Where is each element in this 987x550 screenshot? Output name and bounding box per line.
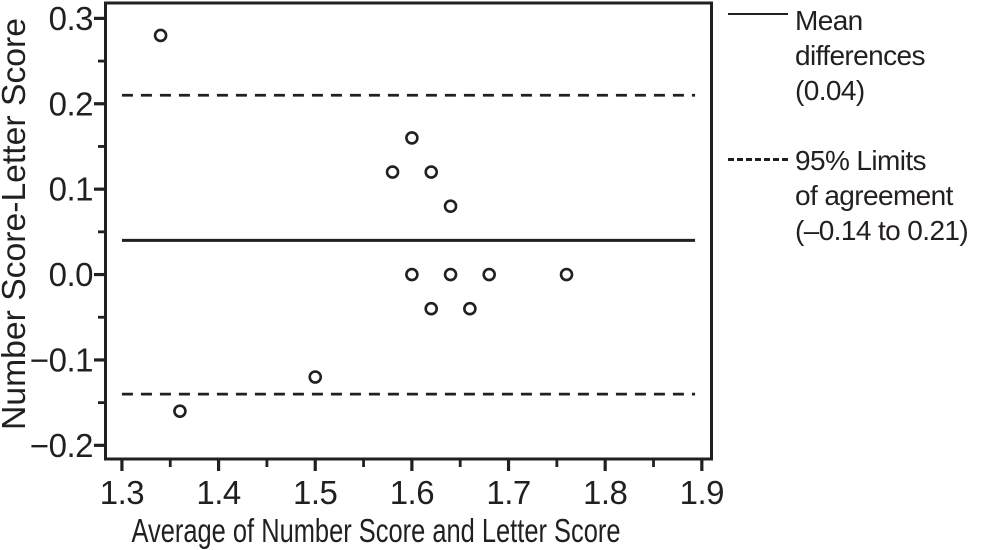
dashed-line-swatch	[728, 158, 788, 161]
data-point	[405, 267, 419, 282]
x-tick-label: 1.6	[390, 474, 434, 511]
legend: Mean differences (0.04) 95% Limits of ag…	[718, 0, 987, 300]
data-point	[443, 199, 458, 214]
legend-entry-limits: 95% Limits of agreement (–0.14 to 0.21)	[795, 143, 969, 248]
legend-line: (–0.14 to 0.21)	[795, 215, 969, 246]
data-point	[443, 267, 458, 282]
data-point	[424, 165, 439, 179]
legend-line: (0.04)	[795, 75, 865, 106]
legend-line: 95% Limits	[795, 145, 927, 176]
data-point	[463, 301, 477, 316]
x-tick-label: 1.5	[293, 474, 337, 511]
plot-border	[104, 1, 713, 461]
x-tick-label: 1.7	[486, 474, 530, 511]
solid-line-swatch	[728, 13, 788, 15]
data-point	[308, 370, 323, 384]
data-point	[559, 267, 574, 282]
legend-line: Mean	[795, 5, 863, 36]
x-tick-label: 1.4	[196, 474, 241, 511]
data-point	[153, 28, 168, 43]
y-tick-label: −0.1	[30, 341, 93, 378]
y-tick-label: 0.3	[49, 0, 93, 37]
y-tick-label: −0.2	[30, 427, 93, 464]
x-tick-label: 1.3	[100, 474, 144, 511]
legend-entry-mean: Mean differences (0.04)	[795, 3, 925, 108]
legend-line: differences	[795, 40, 925, 71]
y-axis-title: Number Score-Letter Score	[0, 18, 32, 430]
x-tick-label: 1.8	[583, 474, 627, 511]
y-tick-label: 0.0	[49, 256, 94, 293]
data-point	[405, 131, 419, 145]
x-axis-title: Average of Number Score and Letter Score	[132, 512, 621, 549]
data-point	[424, 301, 439, 316]
y-tick-label: 0.1	[49, 171, 93, 208]
data-point	[482, 267, 497, 282]
x-tick-label: 1.9	[680, 474, 724, 511]
data-point	[385, 165, 400, 179]
data-point	[173, 404, 187, 418]
y-tick-label: 0.2	[49, 85, 93, 122]
legend-line: of agreement	[795, 180, 953, 211]
